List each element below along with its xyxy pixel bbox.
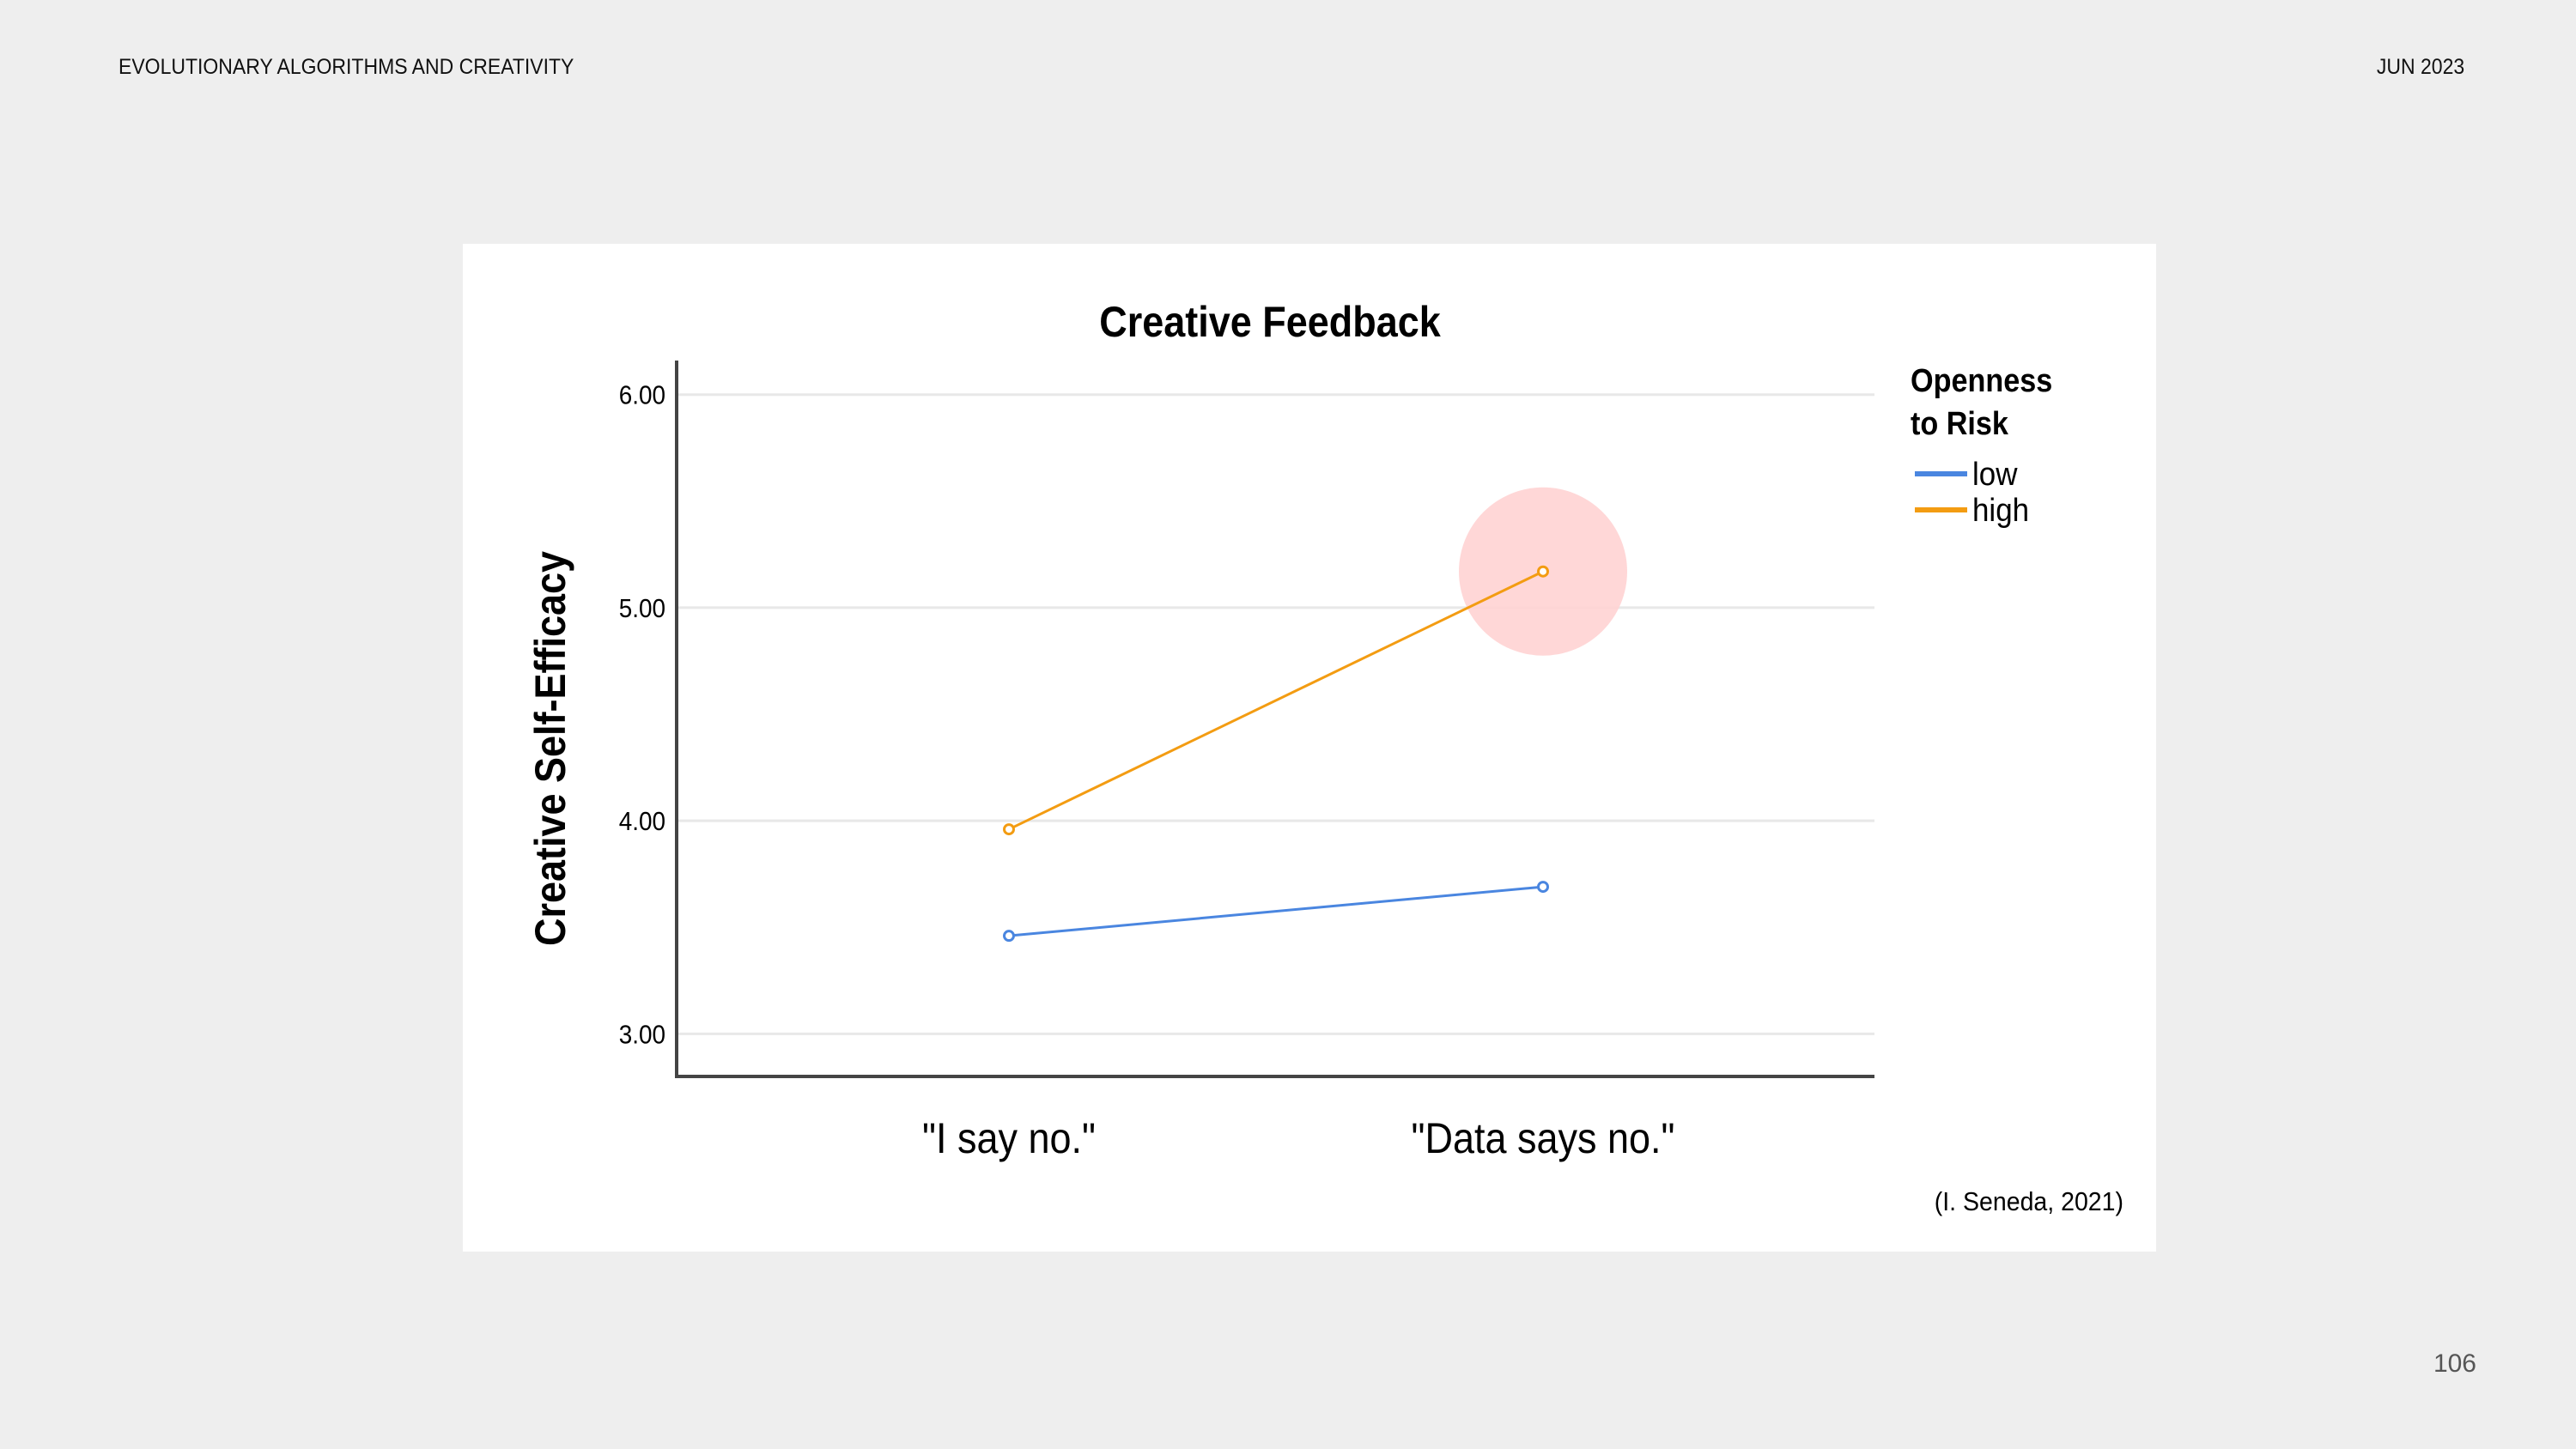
y-axis-title: Creative Self-Efficacy — [527, 550, 575, 946]
x-tick-label: "Data says no." — [1412, 1115, 1675, 1163]
data-point-high — [1537, 565, 1549, 578]
series — [1003, 565, 1549, 943]
data-point-high — [1003, 823, 1015, 836]
legend-label-high: high — [1972, 492, 2029, 529]
y-tick-labels: 3.00 4.00 5.00 6.00 — [619, 380, 665, 1049]
series-line-low — [1008, 885, 1544, 937]
legend-title-line2: to Risk — [1911, 404, 2009, 441]
data-point-low — [1537, 881, 1549, 894]
chart-title: Creative Feedback — [1099, 299, 1441, 347]
x-tick-label: "I say no." — [922, 1115, 1096, 1163]
legend-title-line1: Openness — [1911, 361, 2052, 398]
chart-source: (I. Seneda, 2021) — [1935, 1187, 2123, 1216]
y-tick-label: 6.00 — [619, 380, 665, 410]
presentation-date: JUN 2023 — [2376, 55, 2464, 79]
legend-label-low: low — [1972, 456, 2018, 493]
series-line-high — [1008, 570, 1544, 831]
line-chart: 3.00 4.00 5.00 6.00 "I say no." "Data says n… — [527, 299, 2123, 1216]
y-tick-label: 3.00 — [619, 1020, 665, 1050]
axes — [675, 361, 1874, 1078]
y-tick-label: 5.00 — [619, 594, 665, 624]
presentation-title: EVOLUTIONARY ALGORITHMS AND CREATIVITY — [118, 55, 574, 79]
chart-card: 3.00 4.00 5.00 6.00 "I say no." "Data says n… — [463, 244, 2156, 1252]
gridlines — [677, 393, 1874, 1035]
x-tick-labels: "I say no." "Data says no." — [922, 1115, 1674, 1163]
data-point-low — [1003, 930, 1015, 943]
y-tick-label: 4.00 — [619, 807, 665, 837]
page-number: 106 — [2433, 1349, 2476, 1378]
